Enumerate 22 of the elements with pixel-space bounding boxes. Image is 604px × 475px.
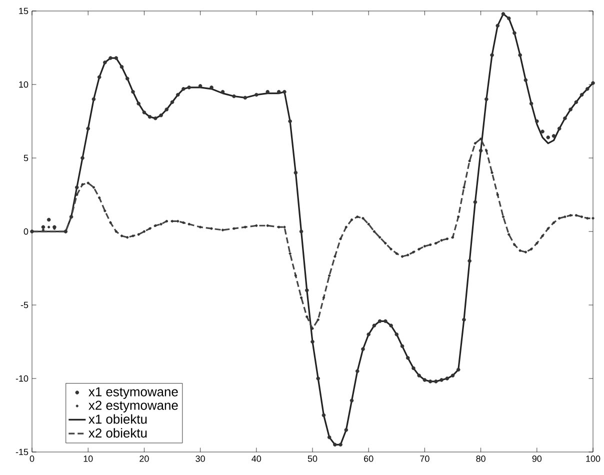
legend-label: x2 estymowane [88,400,178,412]
legend-label: x1 estymowane [88,387,178,399]
x-tick-label: 10 [84,456,93,462]
x-tick-label: 50 [308,456,318,462]
y-tick-label: 0 [24,228,28,235]
legend-label: x1 obiektu [88,414,147,424]
x-tick-label: 60 [364,456,374,462]
x-tick-label: 90 [532,456,542,462]
y-tick-label: 10 [19,81,28,88]
x-tick-label: 70 [420,456,430,462]
y-tick-label: 15 [19,8,28,14]
y-tick-label: -5 [20,302,28,308]
y-tick-label: -10 [16,375,28,382]
x-tick-label: 0 [30,456,34,462]
x-tick-label: 40 [252,456,262,462]
legend-label: x2 obiektu [88,428,147,438]
x-tick-label: 100 [586,456,600,462]
x-tick-label: 80 [476,456,486,462]
x-tick-label: 20 [140,456,149,462]
y-tick-label: 5 [24,154,28,162]
y-tick-label: -15 [16,448,28,456]
x-tick-label: 30 [196,456,205,462]
